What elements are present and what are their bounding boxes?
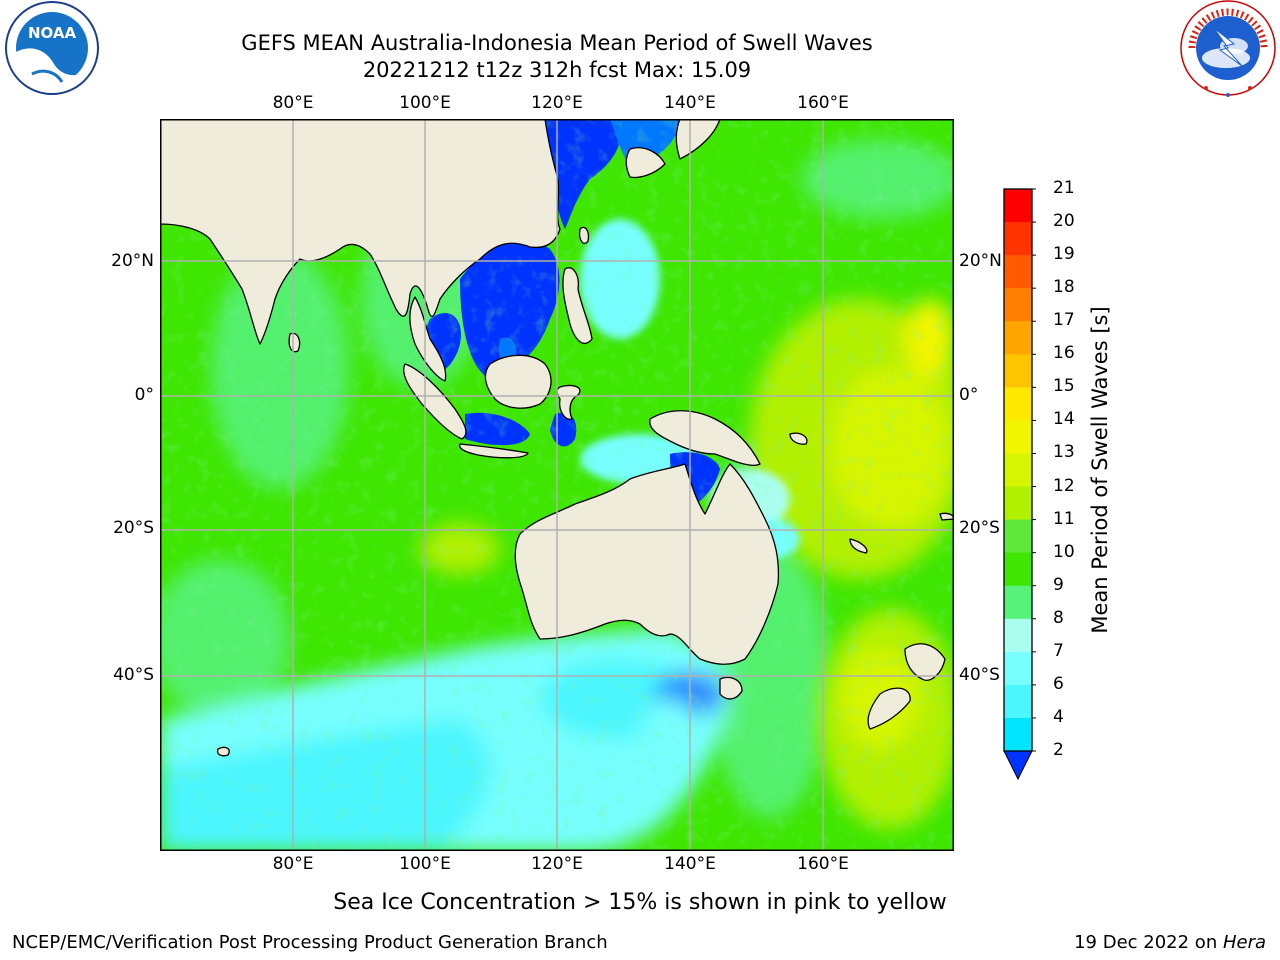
lon-label-top-100e: 100°E (399, 93, 451, 113)
chart-title: GEFS MEAN Australia-Indonesia Mean Perio… (241, 31, 873, 55)
colorbar-tick-label: 7 (1053, 640, 1064, 661)
colorbar-tick-label: 16 (1053, 343, 1075, 364)
colorbar-segment (1004, 519, 1032, 554)
lon-label-top-140e: 140°E (664, 93, 716, 113)
colorbar-tick-label: 2 (1053, 740, 1064, 760)
colorbar-segment (1004, 453, 1032, 488)
footer-right: 19 Dec 2022 on Hera (1074, 932, 1266, 953)
footer-left: NCEP/EMC/Verification Post Processing Pr… (12, 932, 608, 953)
nws-logo (1178, 0, 1278, 100)
colorbar-segment (1004, 486, 1032, 521)
colorbar-tick-label: 15 (1053, 376, 1075, 397)
lat-label-left-0: 0° (134, 385, 154, 405)
colorbar-segment (1004, 387, 1032, 421)
lat-label-right-40s: 40°S (959, 665, 1000, 685)
colorbar-tick-label: 11 (1053, 508, 1075, 529)
lon-label-bottom-120e: 120°E (531, 854, 583, 874)
colorbar-tick-label: 10 (1053, 541, 1075, 562)
colorbar-segment (1004, 222, 1032, 256)
lon-label-bottom-80e: 80°E (272, 854, 314, 874)
colorbar-tick-label: 20 (1053, 211, 1075, 232)
lon-label-top-120e: 120°E (531, 93, 583, 113)
colorbar-segment (1004, 189, 1032, 223)
lon-label-bottom-100e: 100°E (399, 854, 451, 874)
colorbar-segment (1004, 288, 1032, 322)
colorbar-segment (1004, 354, 1032, 388)
colorbar-segment (1004, 552, 1032, 587)
chart-subtitle: 20221212 t12z 312h fcst Max: 15.09 (362, 58, 752, 82)
noaa-logo: NOAA (2, 0, 102, 100)
colorbar-segment (1004, 651, 1032, 686)
footer-date: 19 Dec 2022 on (1074, 932, 1223, 953)
colorbar-frame (1003, 188, 1033, 752)
lat-label-right-20n: 20°N (959, 251, 1002, 271)
colorbar-tick-label: 21 (1053, 178, 1075, 198)
colorbar-segment (1004, 255, 1032, 289)
lon-label-bottom-160e: 160°E (797, 854, 849, 874)
swell-period-map (150, 118, 970, 851)
colorbar-tick-label: 9 (1053, 574, 1064, 595)
lon-label-top-160e: 160°E (797, 93, 849, 113)
colorbar-tick-label: 6 (1053, 673, 1064, 694)
lon-label-bottom-140e: 140°E (664, 854, 716, 874)
colorbar-segment (1004, 717, 1032, 752)
colorbar-tick-label: 18 (1053, 277, 1075, 298)
sea-ice-note: Sea Ice Concentration > 15% is shown in … (333, 890, 947, 915)
lat-label-left-40s: 40°S (113, 665, 154, 685)
lat-label-left-20s: 20°S (113, 518, 154, 538)
colorbar-tick-label: 13 (1053, 442, 1075, 463)
colorbar-segment (1004, 585, 1032, 620)
colorbar-segment (1004, 618, 1032, 653)
colorbar-tick-label: 14 (1053, 409, 1075, 430)
colorbar-tick-label: 12 (1053, 475, 1075, 496)
colorbar-tick-label: 19 (1053, 244, 1075, 265)
lat-label-left-20n: 20°N (111, 251, 154, 271)
lat-label-right-20s: 20°S (959, 518, 1000, 538)
colorbar-tick-label: 17 (1053, 310, 1075, 331)
colorbar-segment (1004, 420, 1032, 454)
lon-label-top-80e: 80°E (272, 93, 314, 113)
lat-label-right-0: 0° (959, 385, 979, 405)
colorbar-tick-label: 4 (1053, 706, 1064, 727)
noaa-logo-text: NOAA (28, 24, 77, 42)
colorbar (1000, 186, 1036, 786)
colorbar-segment (1004, 321, 1032, 355)
colorbar-tick-label: 8 (1053, 607, 1064, 628)
footer-host: Hera (1222, 932, 1266, 953)
colorbar-segment (1004, 684, 1032, 719)
colorbar-label: Mean Period of Swell Waves [s] (1088, 306, 1112, 634)
colorbar-extend-arrow (1003, 750, 1033, 781)
